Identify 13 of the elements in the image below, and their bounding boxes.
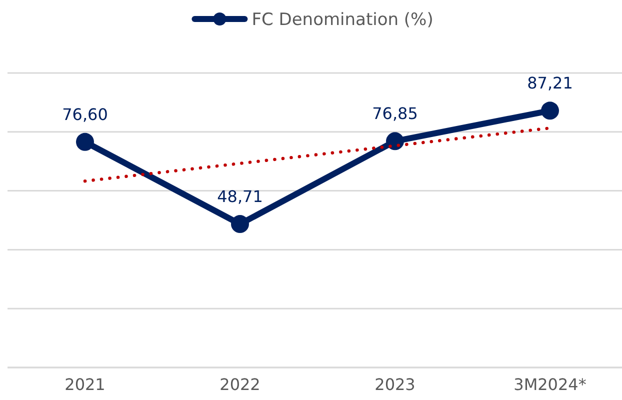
x-tick-label: 2021 — [64, 375, 106, 394]
x-tick-label: 2022 — [220, 375, 260, 394]
x-tick-label: 3M2024* — [514, 375, 586, 394]
data-label: 76,60 — [62, 104, 108, 124]
x-tick-label: 2023 — [374, 375, 416, 394]
point — [231, 215, 249, 234]
data-label: 76,85 — [372, 104, 418, 124]
legend-label: FC Denomination (%) — [252, 10, 434, 30]
point — [76, 132, 94, 151]
data-label: 87,21 — [527, 74, 573, 93]
point — [541, 102, 559, 120]
point — [386, 132, 404, 150]
data-label: 48,71 — [217, 187, 263, 206]
